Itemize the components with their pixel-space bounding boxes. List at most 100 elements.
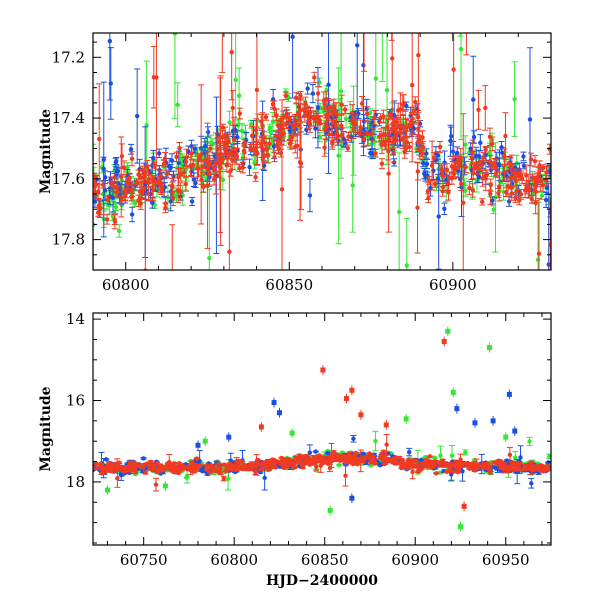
data-point <box>292 121 298 127</box>
data-point <box>315 91 321 96</box>
data-point <box>253 174 258 180</box>
data-point <box>240 165 245 170</box>
data-point <box>171 196 176 201</box>
data-point <box>324 87 329 93</box>
data-point <box>369 131 375 137</box>
data-point <box>297 159 303 165</box>
data-point <box>469 155 474 160</box>
data-point <box>293 95 299 101</box>
data-point <box>142 175 147 180</box>
data-point <box>506 161 512 166</box>
data-point <box>377 134 382 139</box>
data-point <box>429 163 435 168</box>
data-point <box>272 154 277 160</box>
data-point <box>174 154 179 160</box>
data-point <box>296 110 301 115</box>
data-point <box>440 184 446 190</box>
data-point <box>208 146 213 151</box>
data-point <box>432 181 438 187</box>
data-point <box>530 175 535 180</box>
data-point <box>548 242 551 247</box>
data-point <box>314 114 319 120</box>
data-point <box>228 168 233 173</box>
data-point <box>365 111 370 116</box>
data-point <box>493 165 499 170</box>
data-point <box>538 179 543 184</box>
data-point <box>230 128 236 134</box>
data-point <box>278 150 284 156</box>
data-point <box>330 120 335 126</box>
data-point <box>471 134 477 140</box>
data-point <box>398 107 403 112</box>
data-point <box>175 187 181 193</box>
data-point <box>482 174 487 179</box>
data-point <box>449 453 455 458</box>
data-point <box>431 155 437 161</box>
data-point <box>446 190 451 195</box>
data-point <box>440 168 445 174</box>
data-point <box>155 179 160 184</box>
data-point <box>108 81 114 86</box>
data-point <box>183 181 189 187</box>
data-point <box>539 193 545 199</box>
data-point <box>490 198 495 203</box>
data-point <box>317 134 323 140</box>
data-point <box>534 183 539 189</box>
data-point <box>468 146 473 151</box>
data-point <box>161 161 167 166</box>
data-point <box>502 170 507 175</box>
data-point <box>471 97 476 102</box>
data-point <box>502 154 507 160</box>
data-point <box>339 123 344 129</box>
data-point <box>380 16 384 20</box>
data-point <box>386 171 391 176</box>
data-point <box>527 117 533 122</box>
data-point <box>504 190 509 195</box>
data-point <box>252 160 257 166</box>
data-point <box>181 170 187 175</box>
data-point <box>371 115 377 120</box>
data-point <box>176 174 181 180</box>
data-point <box>537 163 542 168</box>
data-point <box>420 135 425 140</box>
data-point <box>547 454 551 459</box>
data-point <box>479 162 484 168</box>
data-point <box>521 163 527 168</box>
data-point <box>427 178 432 183</box>
data-point <box>532 159 538 164</box>
data-point <box>305 86 310 91</box>
data-point <box>233 77 238 83</box>
data-point <box>284 121 289 126</box>
data-point <box>233 151 239 156</box>
data-point <box>205 183 210 189</box>
data-point <box>487 150 492 155</box>
data-point <box>220 135 225 140</box>
data-point <box>107 203 112 208</box>
data-point <box>287 141 293 146</box>
data-point <box>512 97 517 102</box>
data-point <box>177 145 182 151</box>
data-point <box>336 462 342 468</box>
data-point <box>169 158 175 163</box>
data-point <box>404 103 409 109</box>
data-point <box>411 126 417 131</box>
data-point <box>449 164 455 169</box>
data-point <box>449 133 454 139</box>
data-point <box>373 76 378 81</box>
data-point <box>150 200 155 205</box>
data-point <box>227 120 232 125</box>
data-point <box>222 145 227 151</box>
data-point <box>505 183 511 189</box>
data-point <box>255 151 260 156</box>
data-point <box>322 145 327 150</box>
data-point <box>172 33 178 36</box>
data-point <box>229 49 234 55</box>
data-point <box>239 128 245 134</box>
data-point <box>383 132 388 138</box>
data-point <box>521 154 526 159</box>
data-point <box>480 199 485 205</box>
data-point <box>119 153 125 159</box>
data-point <box>274 112 279 118</box>
data-point <box>544 185 550 191</box>
data-point <box>424 161 430 167</box>
